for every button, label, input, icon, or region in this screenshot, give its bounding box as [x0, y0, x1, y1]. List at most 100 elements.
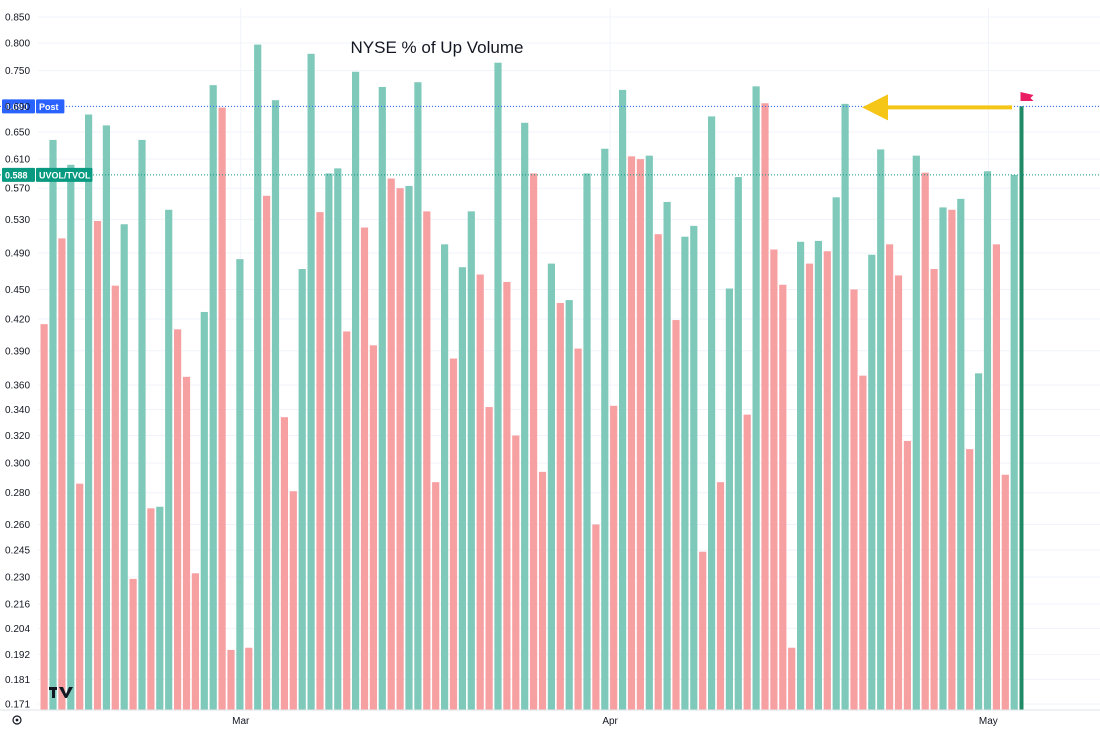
reference-label-badge — [36, 167, 93, 182]
gear-icon[interactable] — [12, 715, 22, 725]
bar — [654, 234, 662, 710]
y-tick-label: 0.850 — [5, 13, 30, 24]
bar — [503, 281, 511, 710]
annotations — [862, 92, 1034, 121]
bar — [859, 375, 867, 710]
bar — [547, 263, 555, 710]
y-tick-label: 0.171 — [5, 700, 30, 711]
bar — [894, 275, 903, 710]
bar — [307, 53, 315, 710]
bar — [521, 122, 529, 711]
x-tick-label: May — [979, 716, 998, 727]
bar — [868, 254, 876, 710]
bar — [396, 188, 404, 710]
bar — [663, 201, 671, 711]
x-axis: MarAprMayJunJulAug — [0, 709, 1100, 727]
y-tick-label: 0.650 — [5, 127, 30, 138]
bar — [832, 197, 840, 711]
bars-group — [40, 44, 1024, 711]
bar — [565, 300, 573, 710]
bar — [494, 62, 502, 710]
x-tick-label: Mar — [232, 716, 250, 727]
bar — [129, 578, 137, 710]
reference-value-text: 0.588 — [5, 170, 28, 180]
bar — [476, 274, 484, 710]
bar — [334, 168, 342, 711]
bar — [378, 86, 386, 711]
bar — [627, 156, 636, 711]
bar — [699, 551, 707, 710]
tradingview-logo — [49, 687, 73, 698]
y-axis: 0.850 0.800 0.750 0.690 0.650 0.610 0.570 0.530… — [5, 13, 30, 711]
bar — [823, 251, 831, 710]
bar — [1001, 474, 1009, 710]
y-tick-label: 0.420 — [5, 315, 30, 326]
bar — [156, 506, 164, 710]
annotation-arrow-head — [862, 94, 888, 121]
bar — [85, 114, 93, 711]
bar — [966, 449, 974, 710]
bar — [636, 159, 644, 710]
reference-label-text: Post — [39, 102, 59, 112]
reference-lines: 0.690 Post 0.588 UVOL/TVOL — [0, 99, 1100, 182]
bar — [797, 241, 805, 710]
bar — [805, 263, 814, 710]
y-tick-label: 0.260 — [5, 520, 30, 531]
bar — [957, 198, 965, 710]
bar — [289, 491, 297, 710]
y-tick-label: 0.245 — [5, 545, 30, 556]
y-tick-label: 0.181 — [5, 675, 30, 686]
reference-label-text: UVOL/TVOL — [39, 170, 91, 180]
bar — [761, 103, 769, 711]
bar — [76, 483, 84, 710]
y-tick-label: 0.490 — [5, 248, 30, 259]
bar — [1010, 174, 1018, 710]
flag-icon — [1020, 92, 1034, 101]
bar — [814, 240, 822, 710]
bar — [992, 244, 1000, 710]
bar — [877, 149, 885, 711]
y-tick-label: 0.340 — [5, 405, 30, 416]
bar — [191, 573, 199, 710]
bar — [725, 288, 733, 710]
y-tick-label: 0.204 — [5, 624, 30, 635]
bar — [111, 285, 119, 710]
bar — [138, 139, 146, 710]
bar — [467, 211, 475, 710]
bar — [316, 212, 324, 711]
bar — [280, 417, 288, 710]
bar — [174, 329, 182, 710]
bar — [734, 177, 742, 710]
bar — [716, 482, 725, 710]
reference-value-badge — [2, 167, 35, 182]
bar — [788, 647, 796, 710]
bar — [40, 324, 48, 710]
bar — [387, 178, 395, 710]
y-tick-label: 0.360 — [5, 381, 30, 392]
bar — [458, 267, 466, 710]
y-tick-label: 0.280 — [5, 488, 30, 499]
y-tick-label: 0.530 — [5, 215, 30, 226]
bar — [360, 227, 369, 710]
bar — [601, 148, 609, 711]
chart-title: NYSE % of Up Volume — [351, 38, 524, 57]
bar — [1019, 106, 1024, 710]
bar — [903, 440, 911, 710]
bar — [209, 85, 217, 710]
bar — [583, 173, 591, 710]
y-tick-label: 0.610 — [5, 155, 30, 166]
y-tick-label: 0.450 — [5, 285, 30, 296]
bar — [886, 244, 894, 710]
bar — [779, 284, 787, 710]
bar — [120, 224, 128, 710]
bar — [236, 259, 244, 710]
bar — [271, 100, 280, 711]
bar — [369, 345, 377, 710]
bar — [485, 407, 493, 710]
bar — [930, 269, 938, 710]
bar — [227, 649, 235, 710]
bar — [538, 471, 547, 710]
bar — [182, 376, 191, 710]
